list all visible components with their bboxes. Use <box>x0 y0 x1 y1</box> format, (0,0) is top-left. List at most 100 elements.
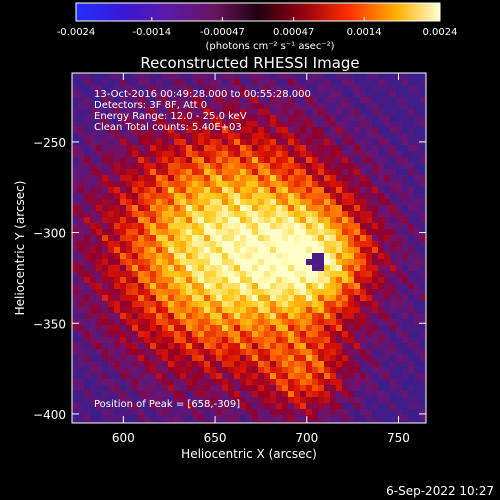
heatmap-cell <box>78 133 85 140</box>
heatmap-cell <box>408 127 415 134</box>
heatmap-cell <box>348 133 355 140</box>
heatmap-cell <box>408 265 415 272</box>
heatmap-cell <box>342 187 349 194</box>
heatmap-cell <box>366 211 373 218</box>
heatmap-cell <box>156 175 163 182</box>
heatmap-cell <box>306 85 313 92</box>
heatmap-cell <box>366 115 373 122</box>
heatmap-cell <box>150 397 157 404</box>
heatmap-cell <box>390 169 397 176</box>
heatmap-cell <box>378 97 385 104</box>
heatmap-cell <box>324 271 331 278</box>
heatmap-cell <box>390 121 397 128</box>
heatmap-cell <box>240 235 247 242</box>
heatmap-cell <box>408 283 415 290</box>
heatmap-cell <box>414 265 421 272</box>
heatmap-cell <box>168 289 175 296</box>
heatmap-cell <box>102 181 109 188</box>
heatmap-cell <box>300 313 307 320</box>
heatmap-cell <box>270 139 277 146</box>
heatmap-cell <box>156 277 163 284</box>
heatmap-cell <box>222 289 229 296</box>
heatmap-cell <box>396 151 403 158</box>
heatmap-cell <box>378 319 385 326</box>
heatmap-cell <box>414 163 421 170</box>
heatmap-cell <box>234 385 241 392</box>
heatmap-cell <box>390 421 397 423</box>
heatmap-cell <box>246 73 253 80</box>
heatmap-cell <box>402 343 409 350</box>
heatmap-cell <box>396 169 403 176</box>
heatmap-cell <box>330 289 337 296</box>
heatmap-cell <box>396 241 403 248</box>
heatmap-cell <box>84 187 91 194</box>
heatmap-cell <box>270 145 277 152</box>
heatmap-cell <box>396 373 403 380</box>
heatmap-cell <box>264 253 271 260</box>
heatmap-cell <box>102 349 109 356</box>
heatmap-cell <box>126 271 133 278</box>
heatmap-cell <box>288 385 295 392</box>
heatmap-cell <box>282 157 289 164</box>
heatmap-cell <box>354 343 361 350</box>
heatmap-cell <box>366 373 373 380</box>
heatmap-cell <box>150 415 157 422</box>
heatmap-cell <box>180 379 187 386</box>
heatmap-cell <box>108 151 115 158</box>
heatmap-cell <box>402 301 409 308</box>
heatmap-cell <box>186 151 193 158</box>
heatmap-cell <box>342 421 349 423</box>
heatmap-cell <box>114 145 121 152</box>
heatmap-cell <box>72 325 79 332</box>
heatmap-cell <box>162 337 169 344</box>
heatmap-cell <box>144 391 151 398</box>
heatmap-cell <box>156 289 163 296</box>
heatmap-cell <box>216 265 223 272</box>
heatmap-cell <box>384 349 391 356</box>
heatmap-cell <box>198 235 205 242</box>
heatmap-cell <box>282 307 289 314</box>
heatmap-cell <box>162 301 169 308</box>
heatmap-cell <box>96 307 103 314</box>
heatmap-cell <box>222 109 229 116</box>
heatmap-cell <box>84 313 91 320</box>
heatmap-cell <box>204 409 211 416</box>
heatmap-cell <box>264 337 271 344</box>
heatmap-cell <box>240 325 247 332</box>
heatmap-cell <box>78 385 85 392</box>
heatmap-cell <box>240 367 247 374</box>
heatmap-cell <box>330 145 337 152</box>
heatmap-cell <box>96 325 103 332</box>
heatmap-cell <box>378 211 385 218</box>
heatmap-cell <box>360 73 367 80</box>
heatmap-cell <box>252 217 259 224</box>
heatmap-cell <box>174 235 181 242</box>
colorbar: -0.0024 -0.0014 -0.00047 0.00047 0.0014 0.002… <box>57 2 458 52</box>
heatmap-cell <box>354 277 361 284</box>
heatmap-cell <box>138 361 145 368</box>
heatmap-cell <box>198 397 205 404</box>
heatmap-cell <box>390 253 397 260</box>
heatmap-cell <box>228 145 235 152</box>
heatmap-cell <box>102 265 109 272</box>
heatmap-cell <box>264 193 271 200</box>
heatmap-cell <box>408 289 415 296</box>
heatmap-cell <box>294 235 301 242</box>
heatmap-cell <box>246 253 253 260</box>
heatmap-cell <box>132 379 139 386</box>
heatmap-cell <box>330 157 337 164</box>
heatmap-cell <box>396 259 403 266</box>
heatmap-cell <box>252 199 259 206</box>
heatmap-cell <box>90 313 97 320</box>
heatmap-cell <box>78 295 85 302</box>
heatmap-cell <box>102 199 109 206</box>
heatmap-cell <box>216 151 223 158</box>
heatmap-cell <box>294 85 301 92</box>
heatmap-cell <box>384 181 391 188</box>
heatmap-cell <box>336 97 343 104</box>
heatmap-cell <box>240 181 247 188</box>
heatmap-cell <box>102 169 109 176</box>
heatmap-cell <box>132 337 139 344</box>
heatmap-cell <box>90 247 97 254</box>
heatmap-cell <box>402 181 409 188</box>
